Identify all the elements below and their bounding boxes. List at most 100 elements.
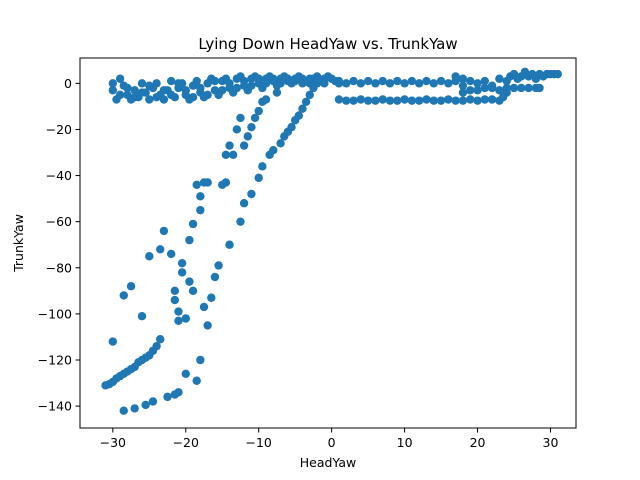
data-point	[221, 150, 231, 160]
data-point	[269, 146, 278, 155]
data-point	[177, 268, 187, 277]
y-tick-label: −140	[38, 399, 72, 414]
data-point	[159, 86, 169, 95]
data-point	[207, 293, 216, 302]
data-point	[287, 122, 296, 132]
data-point	[294, 111, 304, 120]
data-point	[247, 189, 256, 199]
data-point	[159, 226, 169, 236]
data-point	[407, 96, 417, 105]
data-point	[166, 249, 176, 259]
data-point	[181, 86, 190, 95]
data-point	[181, 314, 190, 323]
data-point	[254, 74, 263, 83]
data-point	[145, 81, 154, 90]
data-point	[553, 69, 562, 79]
data-point	[458, 88, 468, 97]
data-point	[283, 74, 293, 83]
data-point	[188, 92, 198, 102]
data-point	[218, 86, 227, 95]
data-point	[466, 76, 475, 86]
data-point	[199, 302, 209, 312]
y-tick-label: −20	[46, 122, 72, 137]
data-point	[495, 86, 504, 95]
data-point	[210, 272, 220, 282]
data-point	[137, 79, 147, 88]
x-tick-label: −30	[100, 435, 126, 450]
data-point	[119, 406, 128, 415]
data-point	[466, 86, 475, 95]
data-point	[356, 95, 366, 104]
data-point	[517, 83, 526, 93]
data-point	[356, 79, 366, 88]
y-axis-label: TrunkYaw	[11, 214, 26, 273]
data-point	[378, 76, 387, 86]
data-point	[342, 96, 351, 105]
data-point	[152, 79, 161, 88]
chart-title: Lying Down HeadYaw vs. TrunkYaw	[198, 35, 457, 53]
data-point	[137, 311, 147, 321]
data-point	[130, 86, 139, 95]
x-tick-label: 30	[543, 435, 559, 450]
data-point	[524, 83, 533, 93]
data-point	[196, 205, 205, 215]
data-point	[228, 150, 238, 160]
data-point	[236, 217, 245, 226]
data-point	[188, 286, 198, 296]
x-tick-label: −20	[173, 435, 199, 450]
plot-frame	[79, 57, 577, 429]
data-point	[473, 96, 482, 105]
data-point	[261, 79, 271, 88]
data-point	[334, 76, 344, 86]
data-point	[214, 261, 223, 270]
data-point	[221, 178, 231, 187]
data-point	[148, 397, 158, 406]
data-point	[247, 122, 256, 132]
x-tick-label: 10	[397, 435, 413, 450]
data-point	[115, 90, 125, 100]
data-point	[196, 83, 205, 93]
data-point	[250, 113, 260, 123]
data-point	[152, 341, 161, 351]
data-point	[422, 95, 431, 104]
data-point	[414, 96, 424, 105]
data-point	[137, 88, 147, 97]
data-point	[400, 95, 409, 104]
data-point	[272, 88, 282, 97]
data-point	[480, 76, 490, 86]
data-point	[258, 162, 267, 171]
data-point	[126, 282, 136, 291]
data-point	[436, 76, 446, 86]
data-point	[163, 392, 172, 402]
data-point	[156, 245, 165, 254]
data-point	[363, 76, 373, 86]
data-point	[371, 79, 380, 88]
data-point	[261, 95, 271, 104]
data-point	[185, 277, 194, 286]
data-point	[159, 95, 169, 104]
data-point	[145, 252, 154, 261]
data-point	[192, 180, 201, 189]
data-point	[393, 76, 402, 86]
data-point	[225, 79, 234, 88]
y-axis: 0 −20 −40 −60 −80 −100 −120 −140	[38, 76, 80, 414]
data-point	[290, 76, 300, 86]
data-point	[436, 96, 446, 105]
data-point	[458, 81, 468, 90]
data-point	[203, 90, 212, 100]
x-axis: −30 −20 −10 0 10 20 30	[100, 428, 559, 450]
data-point	[320, 79, 329, 88]
y-tick-label: −100	[38, 306, 72, 321]
data-point	[192, 76, 201, 86]
data-point	[535, 83, 544, 93]
data-point	[498, 92, 508, 102]
data-point	[458, 74, 468, 83]
y-tick-label: −40	[46, 168, 72, 183]
data-point	[349, 76, 358, 86]
data-point	[156, 335, 165, 344]
data-point	[170, 286, 180, 296]
data-point	[174, 307, 183, 316]
data-point	[429, 79, 438, 88]
data-point	[225, 240, 234, 249]
